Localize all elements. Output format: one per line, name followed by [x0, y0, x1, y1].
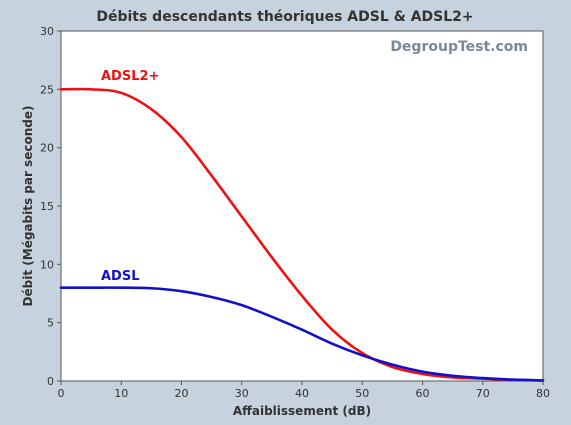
x-tick-label: 10 — [114, 387, 128, 400]
series-line-adsl2 — [59, 87, 545, 382]
x-tick-label: 50 — [355, 387, 369, 400]
chart-title: Débits descendants théoriques ADSL & ADS… — [96, 9, 473, 25]
series-label-adsl2: ADSL2+ — [101, 69, 159, 84]
y-tick-label: 10 — [40, 258, 54, 271]
series-group: ADSL2+ ADSL — [59, 69, 545, 382]
y-tick-label: 0 — [47, 375, 54, 388]
plot-area — [60, 30, 544, 382]
series-line-adsl — [59, 286, 545, 382]
x-tick-label: 0 — [58, 387, 65, 400]
axis-ticks: 0 10 20 30 40 50 60 70 80 0 5 10 15 20 25 30 — [40, 25, 550, 400]
x-tick-label: 20 — [175, 387, 189, 400]
y-tick-label: 20 — [40, 142, 54, 155]
y-tick-label: 30 — [40, 25, 54, 38]
y-tick-label: 25 — [40, 83, 54, 96]
x-tick-label: 60 — [416, 387, 430, 400]
x-tick-label: 30 — [235, 387, 249, 400]
x-tick-label: 70 — [476, 387, 490, 400]
x-axis-label: Affaiblissement (dB) — [233, 404, 371, 418]
x-tick-label: 40 — [295, 387, 309, 400]
x-tick-label: 80 — [536, 387, 550, 400]
y-axis-label: Débit (Mégabits par seconde) — [21, 106, 35, 307]
series-label-adsl: ADSL — [101, 269, 140, 284]
y-tick-label: 15 — [40, 200, 54, 213]
y-tick-label: 5 — [47, 317, 54, 330]
watermark: DegroupTest.com — [390, 39, 528, 55]
